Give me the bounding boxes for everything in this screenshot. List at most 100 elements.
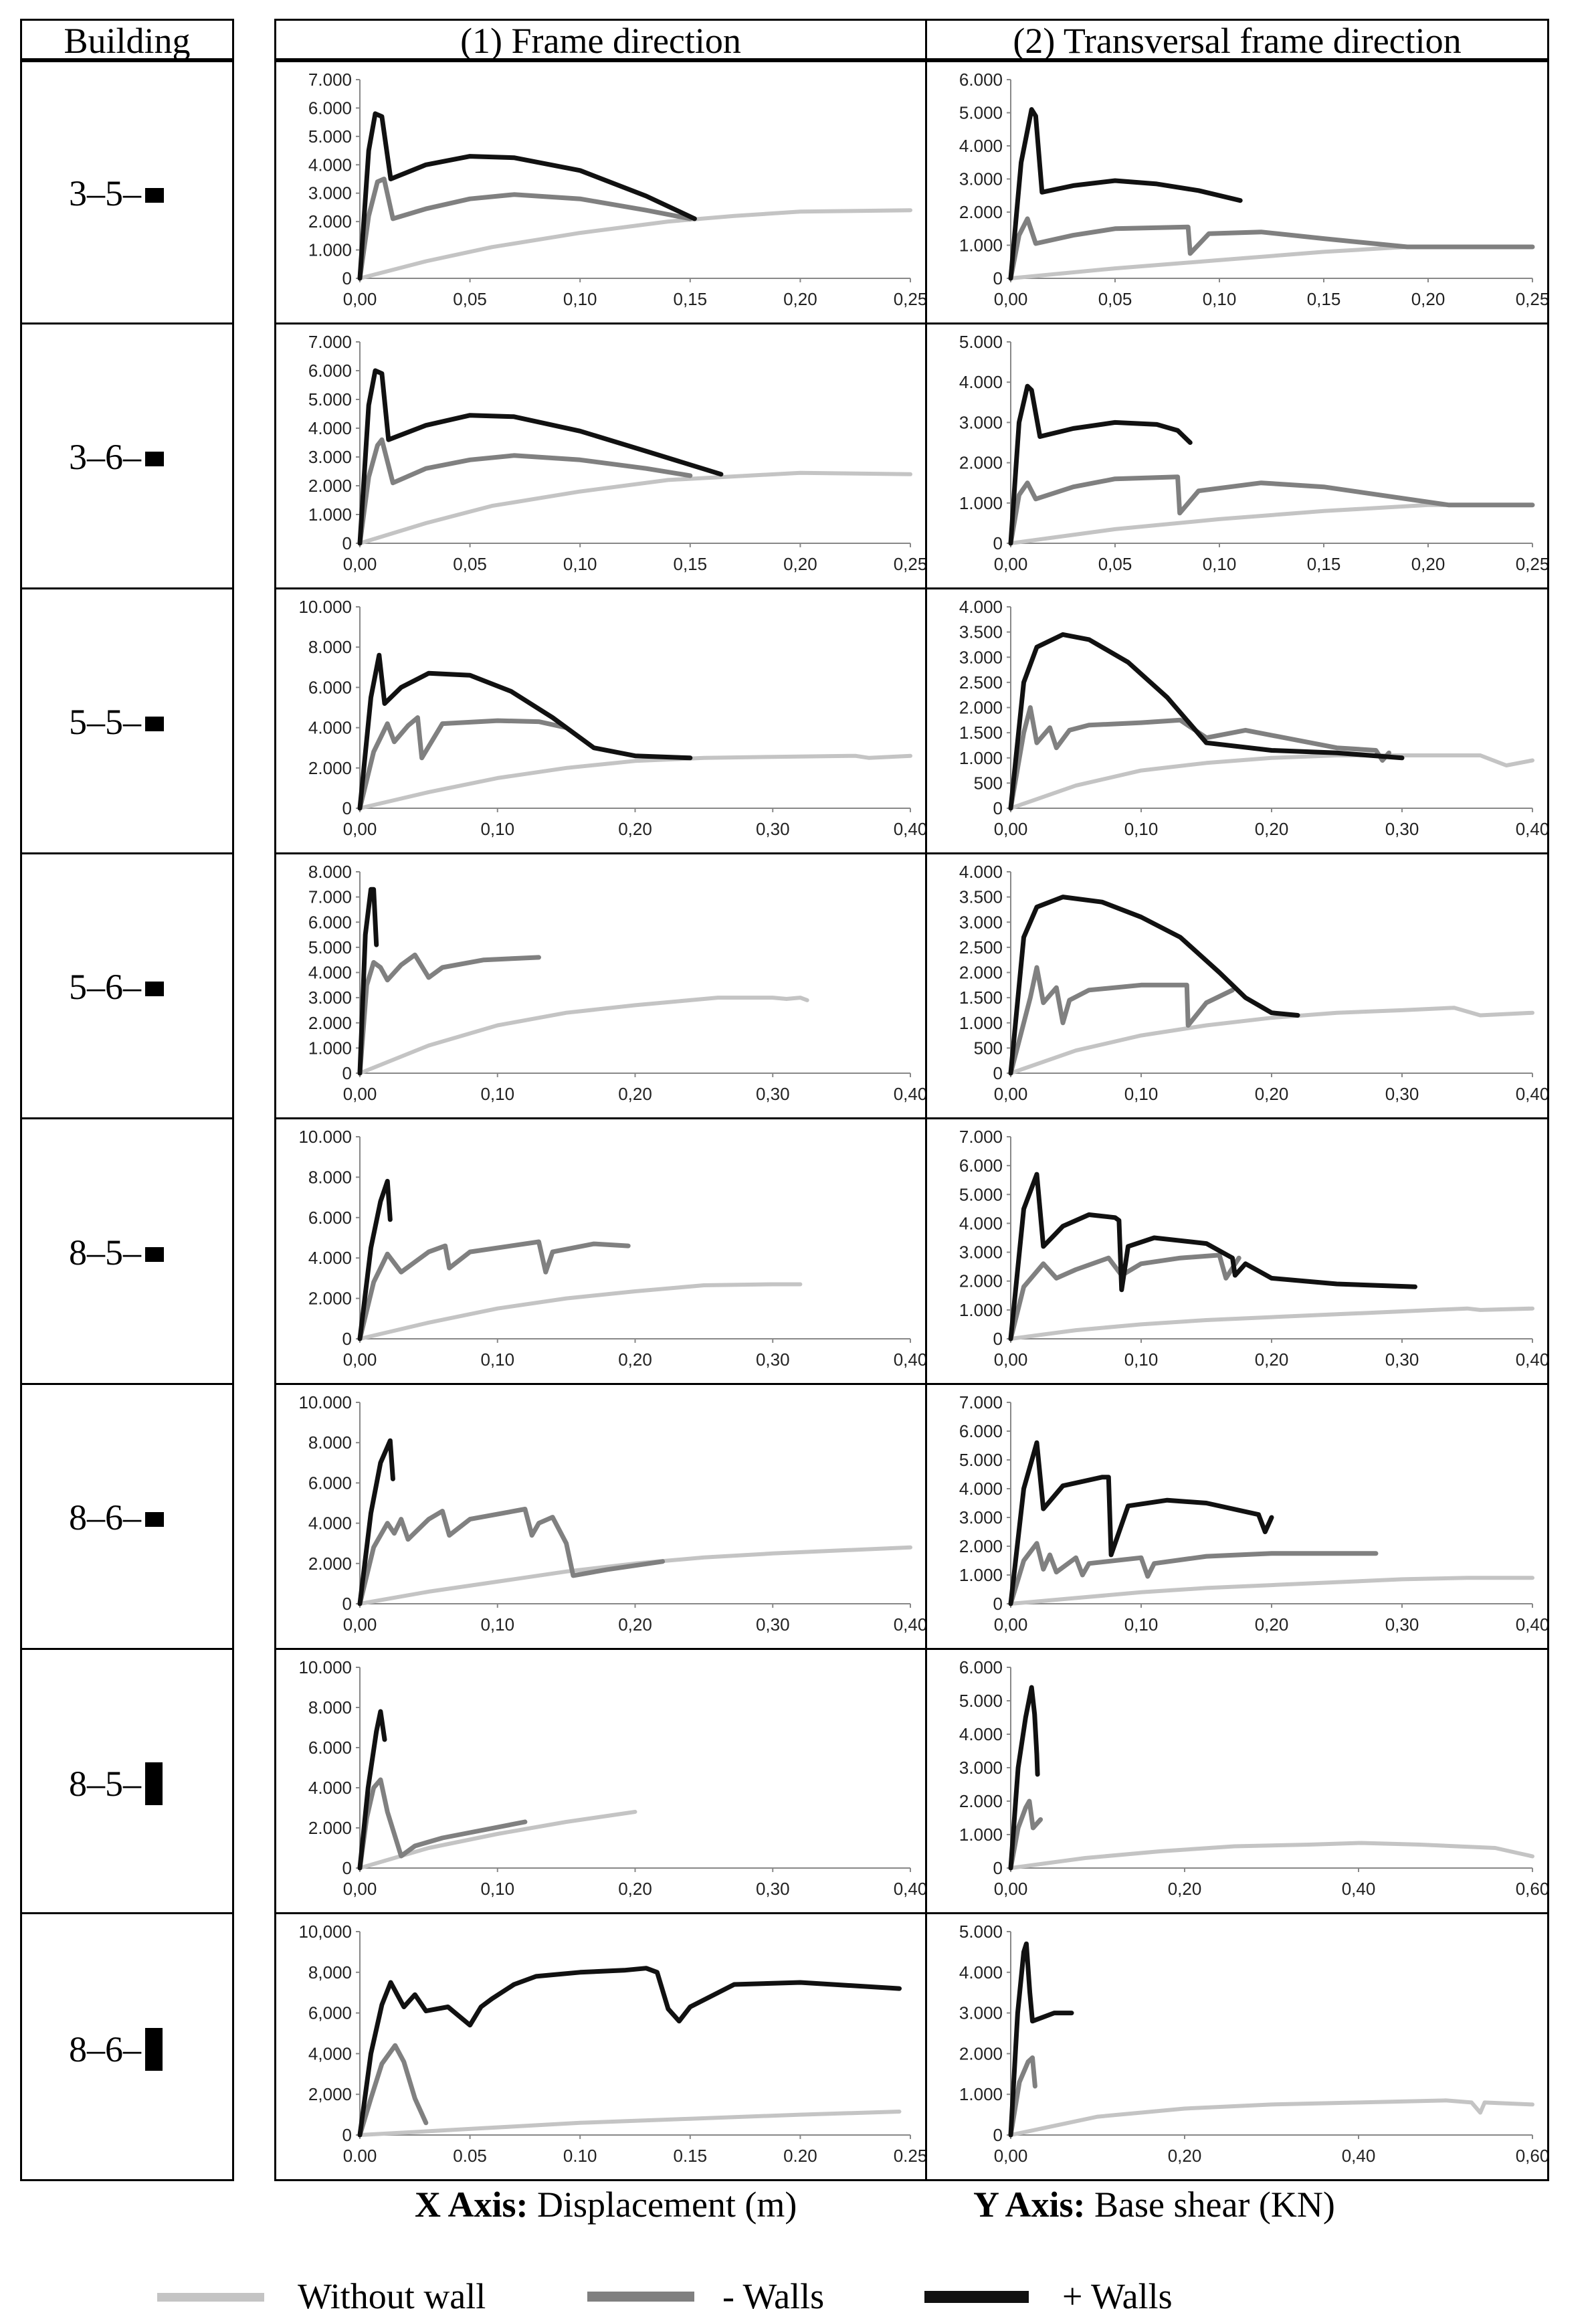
series-line-minus-walls (1008, 2055, 1037, 2138)
series-line-plus-walls (1008, 1440, 1274, 1606)
x-tick-label: 0,30 (756, 1879, 790, 1899)
series-line-plus-walls (357, 1966, 902, 2138)
x-tick-label: 0,10 (1124, 1350, 1159, 1370)
x-tick-label: 0,05 (453, 289, 487, 309)
x-tick-label: 0,20 (1411, 289, 1445, 309)
y-tick-label: 7.000 (308, 332, 352, 352)
y-tick-label: 0 (993, 1594, 1003, 1614)
chart-panel: 0 2.000 4.000 6.000 8.000 10.000 0,00 0,10 0,20 0… (274, 1117, 927, 1385)
series-line-minus-walls (1008, 965, 1235, 1076)
y-tick-label: 2.000 (308, 476, 352, 496)
building-cell: 8–5– (20, 1648, 234, 1914)
legend-label-without-wall: Without wall (298, 2276, 486, 2316)
series-line-without-wall (358, 753, 912, 810)
series-line-minus-walls (357, 715, 569, 811)
building-label: 5–6– (69, 967, 236, 1007)
series-line-minus-walls (1008, 1798, 1043, 1871)
y-tick-label: 2.000 (308, 1013, 352, 1033)
x-tick-label: 0,00 (343, 819, 377, 839)
x-tick-label: 0,25 (894, 289, 925, 309)
building-cell: 8–6– (20, 1912, 234, 2181)
series-line-without-wall (358, 996, 809, 1075)
y-tick-label: 5.000 (959, 332, 1003, 352)
y-tick-label: 0 (342, 268, 352, 288)
y-tick-label: 6.000 (959, 1421, 1003, 1441)
x-tick-label: 0,00 (994, 1614, 1028, 1635)
x-tick-label: 0,00 (994, 1879, 1028, 1899)
chart-panel: 0 1.000 2.000 3.000 4.000 5.000 6.000 7.000 0,00… (925, 1383, 1549, 1650)
y-tick-label: 5.000 (308, 126, 352, 147)
x-tick-label: 0,20 (618, 1614, 652, 1635)
x-tick-label: 0,25 (894, 554, 925, 574)
series-line-without-wall (358, 208, 912, 280)
building-label: 3–6– (69, 437, 236, 477)
building-label-text: 8–6– (69, 2029, 141, 2069)
y-tick-label: 5.000 (308, 937, 352, 957)
x-tick-label: 0,20 (1255, 819, 1289, 839)
x-tick-label: 0,10 (1124, 1614, 1159, 1635)
series-line-minus-walls (1008, 474, 1535, 546)
x-tick-label: 0,10 (480, 819, 514, 839)
y-tick-label: 2.000 (959, 1271, 1003, 1291)
pushover-curve-chart: 0 500 1.000 1.500 2.000 2.500 3.000 3.500 4.000 0… (959, 597, 1547, 839)
building-label-text: 3–5– (69, 173, 141, 213)
pushover-curve-chart: 0 2.000 4.000 6.000 8.000 10.000 0,00 0,10 0,20 0… (298, 1127, 925, 1370)
building-label: 3–5– (69, 173, 236, 213)
x-tick-label: 0,30 (756, 1614, 790, 1635)
y-tick-label: 8.000 (308, 1697, 352, 1718)
x-tick-label: 0,10 (480, 1879, 514, 1899)
chart-panel: 0 1.000 2.000 3.000 4.000 5.000 6.000 7.000 0,00… (925, 1117, 1549, 1385)
x-tick-label: 0,40 (894, 1614, 925, 1635)
x-tick-label: 0,20 (618, 1879, 652, 1899)
x-tick-label: 0.20 (783, 2146, 817, 2166)
x-tick-label: 0,10 (563, 554, 597, 574)
y-tick-label: 10.000 (298, 597, 352, 617)
series-line-plus-walls (1008, 107, 1243, 281)
chart-panel: 0 1.000 2.000 3.000 4.000 5.000 0,00 0,05 0,10 0,… (925, 322, 1549, 589)
y-tick-label: 0 (342, 1063, 352, 1083)
x-tick-label: 0,30 (1385, 1084, 1419, 1104)
building-label: 8–5– (69, 1762, 236, 1805)
x-tick-label: 0,40 (1342, 2146, 1376, 2166)
x-tick-label: 0,40 (894, 1879, 925, 1899)
y-tick-label: 3.500 (959, 622, 1003, 642)
chart-panel: 0 2.000 4.000 6.000 8.000 10.000 0,00 0,10 0,20 0… (274, 587, 927, 854)
y-tick-label: 0 (993, 2125, 1003, 2145)
series-line-minus-walls (1008, 216, 1535, 281)
y-tick-label: 0 (993, 1329, 1003, 1349)
square-marker-icon (145, 1512, 164, 1527)
x-tick-label: 0,30 (1385, 1350, 1419, 1370)
y-tick-label: 2.000 (959, 202, 1003, 222)
y-tick-label: 4.000 (959, 1479, 1003, 1499)
x-tick-label: 0,00 (994, 1084, 1028, 1104)
x-tick-label: 0.05 (453, 2146, 487, 2166)
building-label-text: 5–5– (69, 702, 141, 742)
series-line-plus-walls (357, 368, 724, 546)
x-tick-label: 0,00 (343, 289, 377, 309)
y-tick-label: 8,000 (308, 1962, 352, 1982)
x-tick-label: 0,05 (453, 554, 487, 574)
y-tick-label: 1.000 (959, 1565, 1003, 1585)
building-header-cell: Building (20, 19, 234, 60)
chart-panel: 0 1.000 2.000 3.000 4.000 5.000 6.000 7.000 0,00… (274, 322, 927, 589)
y-tick-label: 2.000 (308, 211, 352, 231)
y-tick-label: 0 (342, 2125, 352, 2145)
square-marker-icon (145, 717, 164, 731)
y-tick-label: 6.000 (959, 1657, 1003, 1677)
y-tick-label: 1.000 (959, 1013, 1003, 1033)
y-tick-label: 6.000 (308, 1738, 352, 1758)
series-line-without-wall (358, 1810, 637, 1870)
series-line-minus-walls (1008, 1253, 1241, 1341)
y-tick-label: 2.000 (959, 2043, 1003, 2063)
legend-label-minus-walls: - Walls (722, 2276, 825, 2316)
pushover-curve-chart: 0 1.000 2.000 3.000 4.000 5.000 6.000 7.000 0,00… (308, 332, 925, 574)
y-tick-label: 2.000 (959, 963, 1003, 983)
building-label: 8–6– (69, 2027, 236, 2071)
x-tick-label: 0,20 (1168, 1879, 1202, 1899)
x-tick-label: 0,20 (1168, 2146, 1202, 2166)
y-tick-label: 0 (342, 1329, 352, 1349)
legend-swatch-minus-walls (587, 2292, 694, 2302)
tall-bar-marker-icon (145, 1762, 163, 1805)
series-line-plus-walls (357, 1438, 395, 1606)
y-tick-label: 8.000 (308, 637, 352, 657)
